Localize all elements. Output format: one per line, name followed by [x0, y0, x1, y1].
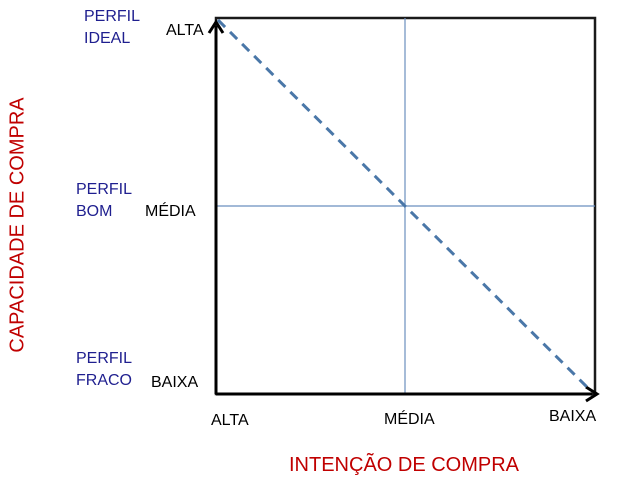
profile-ideal: PERFIL IDEAL	[84, 6, 164, 50]
x-axis-title: INTENÇÃO DE COMPRA	[289, 454, 520, 476]
profile-fraco: PERFIL FRACO	[76, 348, 156, 392]
x-tick-baixa: BAIXA	[549, 408, 597, 425]
y-tick-alta: ALTA	[166, 22, 204, 39]
x-tick-alta: ALTA	[211, 412, 249, 429]
profile-bom-line2: BOM	[76, 203, 113, 220]
profile-bom-line1: PERFIL	[76, 181, 133, 198]
x-tick-media: MÉDIA	[384, 411, 435, 428]
profile-ideal-line1: PERFIL	[84, 8, 141, 25]
x-axis-arrow	[585, 385, 600, 403]
y-axis-title: CAPACIDADE DE COMPRA	[6, 97, 29, 353]
diagonal-trend-line	[216, 18, 592, 392]
y-tick-baixa: BAIXA	[151, 374, 199, 391]
y-axis-arrow	[207, 19, 225, 34]
profile-fraco-line2: FRACO	[76, 372, 132, 389]
y-tick-media: MÉDIA	[145, 203, 196, 220]
profile-fraco-line1: PERFIL	[76, 350, 133, 367]
profile-ideal-line2: IDEAL	[84, 30, 131, 47]
profile-bom: PERFIL BOM	[76, 179, 156, 223]
